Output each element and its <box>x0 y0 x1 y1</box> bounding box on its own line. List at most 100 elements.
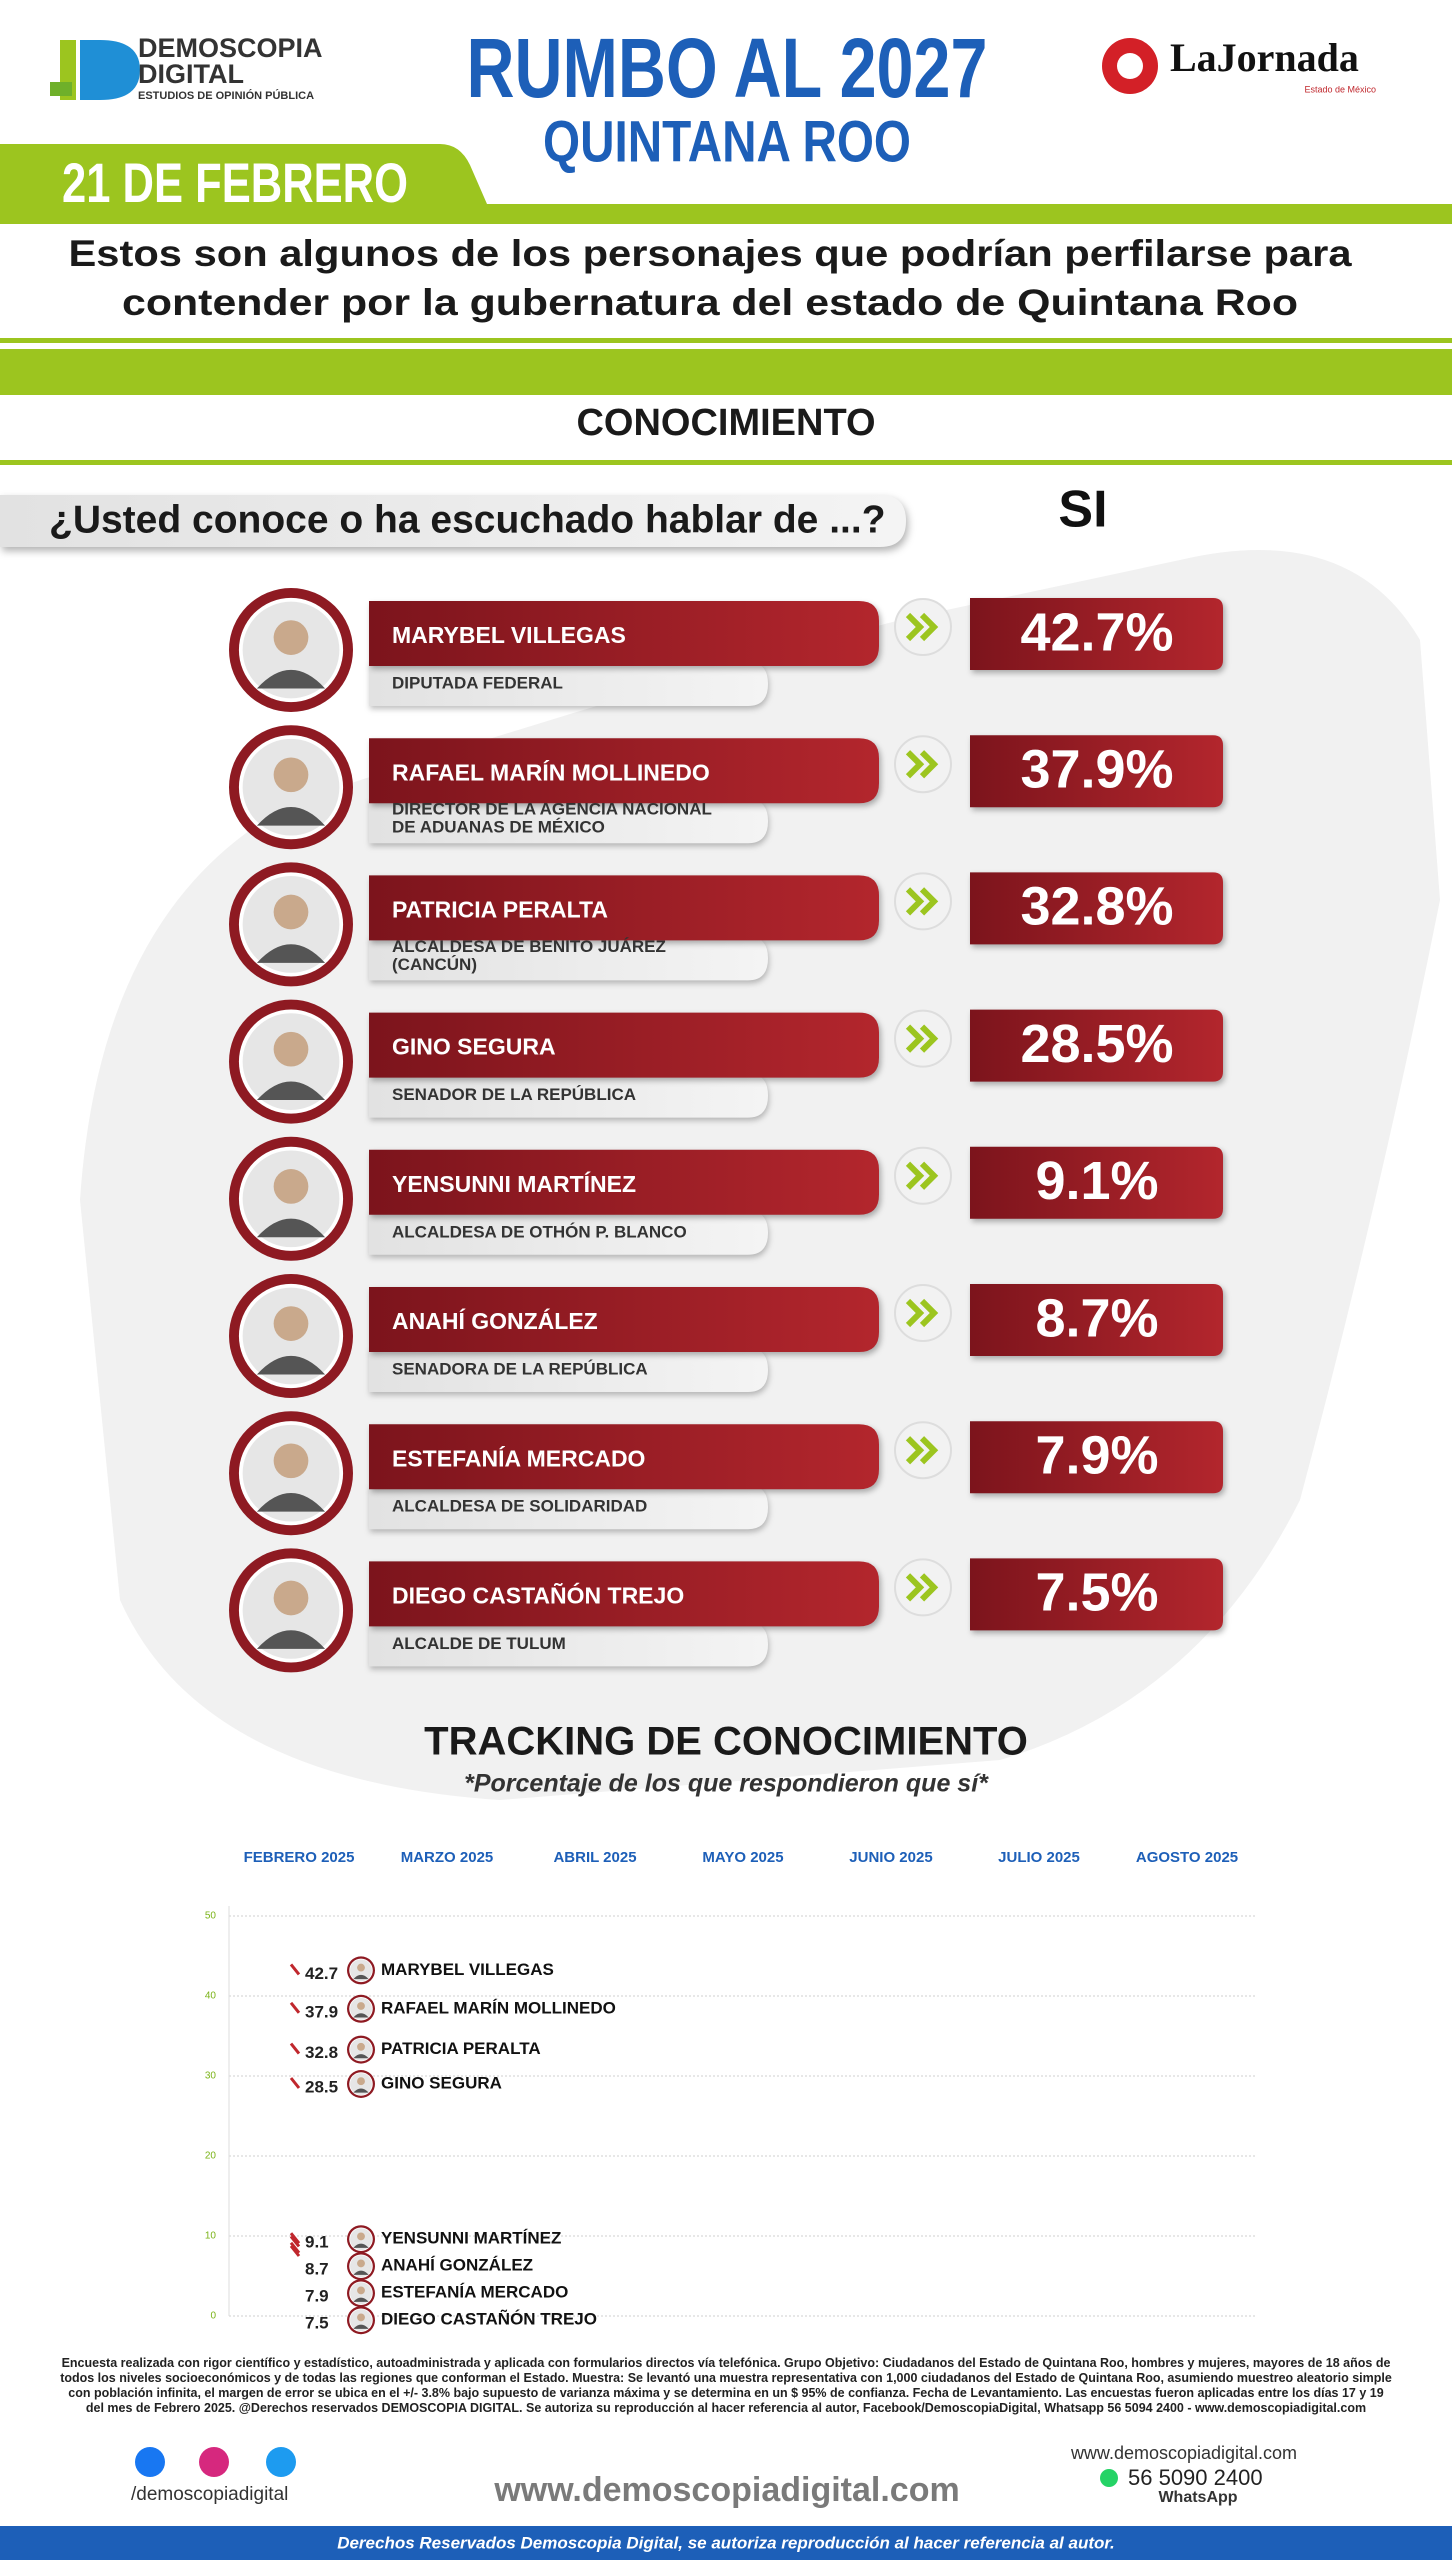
value: 42.7% <box>1020 602 1173 662</box>
photo-head <box>273 1580 309 1616</box>
photo-body <box>353 2297 369 2302</box>
y-tick-label: 40 <box>205 1991 217 2002</box>
candidate-role: SENADORA DE LA REPÚBLICA <box>392 1359 648 1378</box>
data-point <box>289 1963 301 1976</box>
data-point <box>289 2235 301 2248</box>
photo-body <box>256 1630 326 1649</box>
photo <box>347 2035 375 2064</box>
series-name: RAFAEL MARÍN MOLLINEDO <box>381 1998 616 2017</box>
intro-line: contender por la gubernatura del estado … <box>122 282 1298 323</box>
divider <box>0 338 1452 343</box>
x-category-label: AGOSTO 2025 <box>1136 1849 1238 1866</box>
photo-head <box>357 2002 365 2010</box>
data-point <box>289 2241 301 2254</box>
y-tick-label: 10 <box>205 2231 217 2242</box>
section-title: CONOCIMIENTO <box>576 402 875 444</box>
data-label: 32.8 <box>305 2043 338 2062</box>
name-bar <box>369 738 879 804</box>
photo-body <box>353 2054 369 2059</box>
photo-head <box>357 2259 365 2268</box>
y-tick-label: 0 <box>210 2311 216 2322</box>
value-box <box>970 1284 1223 1356</box>
photo <box>347 1994 375 2023</box>
data-point <box>289 2042 301 2055</box>
brand-line2: DIGITAL <box>138 59 244 89</box>
photo-head <box>273 757 309 793</box>
value: 37.9% <box>1020 739 1173 799</box>
question-pill <box>0 495 906 547</box>
role-pill <box>369 1485 768 1530</box>
data-label: 7.5 <box>305 2314 329 2333</box>
photo-body <box>256 1218 326 1238</box>
candidate-role: DIRECTOR DE LA AGENCIA NACIONAL <box>392 800 712 819</box>
photo <box>229 588 353 712</box>
whatsapp-icon <box>1100 2469 1118 2487</box>
photo <box>347 2252 375 2281</box>
photo-head <box>357 2042 365 2051</box>
candidate-name: GINO SEGURA <box>392 1034 556 1060</box>
photo-body <box>256 669 326 689</box>
x-category-label: JUNIO 2025 <box>849 1849 932 1866</box>
data-label: 42.7 <box>305 1964 338 1983</box>
photo-head <box>273 1169 309 1204</box>
chart-subtitle: *Porcentaje de los que respondieron que … <box>464 1770 989 1798</box>
x-category-label: FEBRERO 2025 <box>244 1849 355 1866</box>
candidate-name: MARYBEL VILLEGAS <box>392 622 626 648</box>
social-handle: /demoscopiadigital <box>131 2484 288 2505</box>
role-pill <box>369 799 768 844</box>
candidate-role: ALCALDE DE TULUM <box>392 1634 566 1653</box>
rights-bar <box>0 2526 1452 2560</box>
photo-head <box>357 1963 365 1972</box>
data-label: 7.9 <box>305 2287 329 2306</box>
value: 28.5% <box>1020 1014 1173 1074</box>
x-category-label: MARZO 2025 <box>401 1849 494 1866</box>
candidate-role: (CANCÚN) <box>392 955 477 974</box>
series-name: PATRICIA PERALTA <box>381 2039 541 2058</box>
photo <box>229 862 353 987</box>
candidate-role: ALCALDESA DE SOLIDARIDAD <box>392 1497 647 1516</box>
value-box <box>970 872 1223 945</box>
name-bar <box>369 875 879 941</box>
series-name: ANAHÍ GONZÁLEZ <box>381 2256 533 2275</box>
series-name: GINO SEGURA <box>381 2073 502 2092</box>
photo <box>347 2279 375 2308</box>
value-box <box>970 1558 1223 1631</box>
candidate-name: DIEGO CASTAÑÓN TREJO <box>392 1581 684 1608</box>
photo-body <box>256 944 326 963</box>
partner-tagline: Estado de México <box>1304 84 1376 94</box>
candidate-role: ALCALDESA DE BENITO JUÁREZ <box>392 937 666 956</box>
photo-head <box>357 2313 365 2322</box>
phone: 56 5090 2400 <box>1128 2465 1263 2490</box>
series-name: ESTEFANÍA MERCADO <box>381 2283 568 2302</box>
photo <box>229 999 353 1124</box>
social-icons <box>135 2447 296 2477</box>
role-pill <box>369 936 768 981</box>
name-bar <box>369 1012 879 1078</box>
photo <box>229 1136 353 1261</box>
logo <box>50 40 140 100</box>
name-bar <box>369 1149 879 1215</box>
candidate-role: DE ADUANAS DE MÉXICO <box>392 818 605 837</box>
divider <box>0 460 1452 465</box>
arrow <box>905 1573 939 1602</box>
arrow <box>905 1436 939 1465</box>
role-pill <box>369 1073 768 1118</box>
disclaimer: Encuesta realizada con rigor científico … <box>60 2356 1392 2415</box>
photo-head <box>357 2077 365 2086</box>
value-box <box>970 598 1223 670</box>
candidate-role: ALCALDESA DE OTHÓN P. BLANCO <box>392 1222 687 1241</box>
photo-body <box>256 1081 326 1101</box>
x-category-label: MAYO 2025 <box>702 1849 783 1866</box>
value-box <box>970 1009 1223 1082</box>
name-bar <box>369 1287 879 1352</box>
y-tick-label: 50 <box>205 1911 217 1922</box>
photo-head <box>273 1306 309 1341</box>
series-name: MARYBEL VILLEGAS <box>381 1960 554 1979</box>
x-category-label: ABRIL 2025 <box>553 1849 636 1866</box>
brand-tagline: ESTUDIOS DE OPINIÓN PÚBLICA <box>138 89 314 102</box>
rights: Derechos Reservados Demoscopia Digital, … <box>337 2533 1115 2552</box>
photo-head <box>273 620 309 655</box>
photo <box>347 2225 375 2254</box>
